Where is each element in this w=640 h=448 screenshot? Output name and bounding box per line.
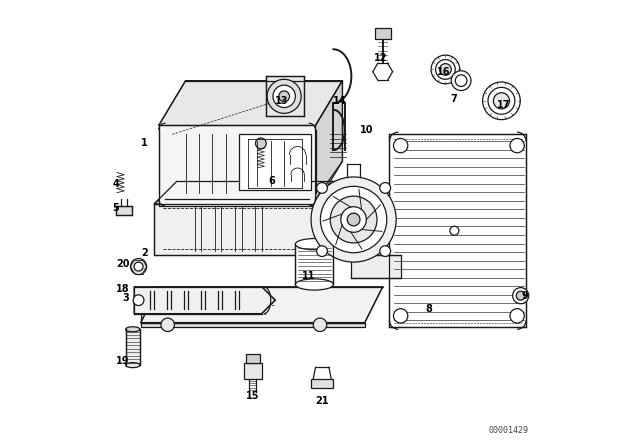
Polygon shape [374, 28, 391, 39]
Ellipse shape [296, 279, 333, 290]
Text: 10: 10 [360, 125, 374, 135]
Text: 1: 1 [141, 138, 148, 148]
Polygon shape [246, 354, 260, 363]
Text: 20: 20 [116, 259, 130, 269]
Circle shape [317, 246, 328, 257]
Circle shape [483, 82, 520, 120]
Text: 13: 13 [275, 96, 289, 106]
Polygon shape [266, 76, 305, 116]
Circle shape [134, 262, 143, 271]
Text: 7: 7 [450, 94, 457, 103]
Polygon shape [154, 204, 347, 255]
Text: 19: 19 [116, 356, 130, 366]
Polygon shape [141, 323, 365, 327]
Circle shape [311, 177, 396, 262]
Circle shape [440, 64, 451, 75]
Circle shape [161, 318, 174, 332]
Circle shape [513, 288, 529, 304]
Text: 3: 3 [123, 293, 130, 303]
Polygon shape [116, 206, 132, 215]
Text: 00001429: 00001429 [488, 426, 529, 435]
Polygon shape [351, 255, 401, 278]
Circle shape [330, 196, 377, 243]
Text: 11: 11 [302, 271, 316, 280]
Polygon shape [125, 329, 140, 365]
Circle shape [273, 85, 296, 108]
Polygon shape [244, 363, 262, 379]
Polygon shape [134, 287, 275, 314]
Circle shape [314, 318, 327, 332]
Polygon shape [316, 81, 342, 206]
Text: 17: 17 [497, 100, 511, 110]
Circle shape [488, 87, 515, 114]
Text: 12: 12 [374, 53, 387, 63]
Circle shape [451, 71, 471, 90]
Circle shape [436, 60, 455, 79]
Polygon shape [239, 134, 311, 190]
Circle shape [455, 75, 467, 86]
Text: 15: 15 [246, 392, 260, 401]
Ellipse shape [296, 239, 333, 250]
Circle shape [133, 295, 144, 306]
Circle shape [431, 55, 460, 84]
Text: 8: 8 [425, 304, 432, 314]
Circle shape [510, 138, 524, 153]
Circle shape [279, 91, 289, 102]
Polygon shape [159, 81, 342, 125]
Circle shape [450, 226, 459, 235]
Circle shape [380, 246, 390, 257]
Circle shape [255, 138, 266, 149]
Circle shape [321, 186, 387, 253]
Text: 6: 6 [269, 177, 275, 186]
Text: 4: 4 [113, 179, 119, 189]
Polygon shape [347, 181, 369, 255]
Circle shape [510, 309, 524, 323]
Text: 16: 16 [436, 67, 450, 77]
Polygon shape [296, 244, 333, 284]
Circle shape [267, 79, 301, 113]
Circle shape [493, 93, 509, 109]
Polygon shape [311, 379, 333, 388]
Circle shape [317, 182, 328, 193]
Circle shape [394, 138, 408, 153]
Text: 14: 14 [333, 96, 347, 106]
Circle shape [380, 182, 390, 193]
Polygon shape [389, 134, 526, 327]
Text: 2: 2 [141, 248, 148, 258]
Polygon shape [159, 125, 316, 206]
Ellipse shape [125, 327, 140, 332]
Text: 18: 18 [116, 284, 130, 294]
Text: 9: 9 [522, 291, 529, 301]
Circle shape [394, 309, 408, 323]
Circle shape [131, 258, 147, 275]
Polygon shape [141, 287, 383, 323]
Text: 5: 5 [113, 203, 119, 213]
Circle shape [341, 207, 366, 233]
Polygon shape [154, 181, 369, 204]
Text: 21: 21 [316, 396, 329, 406]
Ellipse shape [125, 362, 140, 368]
Circle shape [348, 213, 360, 226]
Circle shape [516, 291, 525, 300]
